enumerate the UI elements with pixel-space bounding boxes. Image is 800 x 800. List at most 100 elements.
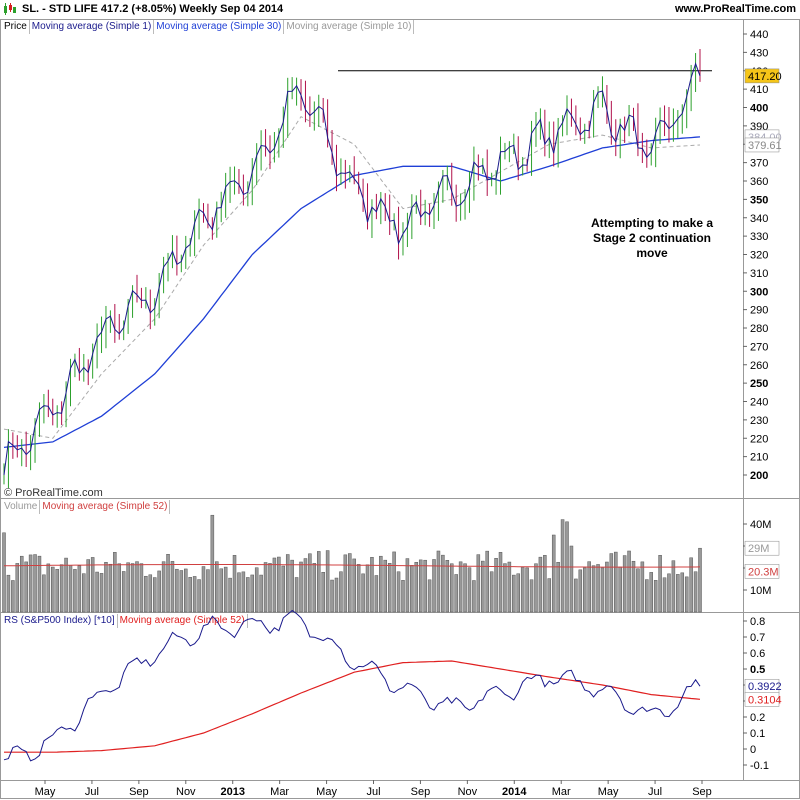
rs-line: [3, 609, 701, 762]
x-tick-label: Jul: [648, 786, 662, 798]
volume-bar: [19, 555, 24, 613]
volume-bar: [525, 567, 529, 613]
volume-bar: [90, 557, 95, 613]
volume-bar: [689, 557, 693, 613]
volume-bar: [507, 561, 512, 613]
volume-bar: [529, 579, 534, 613]
volume-bar: [86, 559, 90, 613]
price-tick-label: 300: [750, 286, 768, 298]
volume-bar: [157, 570, 161, 613]
volume-bar: [254, 567, 259, 613]
legend-rs-ma[interactable]: Moving average (Simple 52): [118, 614, 248, 628]
price-tick-label: 420: [750, 66, 768, 78]
legend-rs[interactable]: RS (S&P500 Index) [*10]: [2, 614, 118, 628]
volume-bar: [365, 564, 370, 613]
volume-bar: [144, 575, 148, 613]
volume-bar: [379, 555, 383, 613]
volume-bar: [210, 514, 215, 613]
ma30-badge-bg: [744, 129, 780, 145]
volume-bar: [361, 573, 365, 613]
volume-bar: [543, 555, 547, 613]
rs-tick-label: -0.1: [750, 760, 769, 772]
volume-bar: [321, 571, 325, 613]
volume-bar: [698, 547, 702, 613]
volume-bar: [303, 558, 308, 613]
annotation-text: move: [636, 246, 668, 260]
price-badge-bg: [744, 68, 780, 84]
volume-bar: [237, 572, 241, 613]
legend-volume-ma[interactable]: Moving average (Simple 52): [40, 500, 171, 514]
volume-bar: [33, 554, 37, 613]
price-tick-label: 250: [750, 378, 768, 390]
volume-bar: [684, 576, 689, 613]
volume-bar: [28, 554, 33, 613]
volume-bar: [175, 568, 179, 613]
price-tick-label: 400: [750, 103, 768, 115]
rs-tick-label: 0.2: [750, 712, 765, 724]
x-tick-label: Jul: [366, 786, 380, 798]
legend-ma1[interactable]: Moving average (Simple 1): [30, 20, 155, 34]
volume-ma-line: [4, 564, 701, 568]
price-tick-label: 320: [750, 250, 768, 262]
volume-bar: [569, 545, 574, 613]
volume-bar: [330, 579, 334, 613]
volume-bar: [135, 561, 139, 613]
volume-bar: [37, 555, 42, 613]
price-tick-label: 240: [750, 397, 768, 409]
rs-ma-badge: 0.3104: [748, 694, 782, 706]
volume-bar: [148, 574, 153, 613]
volume-bar: [653, 580, 658, 613]
volume-bar: [370, 557, 374, 613]
volume-bar: [609, 553, 614, 613]
rs-tick-label: 0.1: [750, 728, 765, 740]
volume-bar: [130, 563, 135, 613]
volume-bar: [15, 563, 20, 613]
volume-legend: Volume Moving average (Simple 52): [2, 500, 171, 514]
volume-bar: [463, 563, 467, 613]
legend-ma10[interactable]: Moving average (Simple 10): [284, 20, 415, 34]
volume-bar: [268, 563, 272, 613]
x-tick-label: May: [35, 786, 56, 798]
volume-bar: [259, 574, 263, 613]
volume-bar: [481, 560, 485, 613]
rs-ma-line: [4, 660, 701, 753]
rs-tick-label: 0.8: [750, 616, 765, 628]
rs-tick-label: 0: [750, 744, 756, 756]
legend-price[interactable]: Price: [2, 20, 30, 34]
volume-bar: [418, 559, 423, 613]
volume-bar: [2, 532, 6, 613]
volume-bar: [192, 576, 197, 613]
volume-bar: [631, 560, 636, 613]
volume-bar: [246, 577, 250, 613]
volume-bar: [587, 561, 591, 613]
legend-ma30[interactable]: Moving average (Simple 30): [154, 20, 285, 34]
price-tick-label: 200: [750, 470, 768, 482]
volume-bar: [600, 567, 605, 613]
x-tick-label: Mar: [552, 786, 571, 798]
volume-bar: [51, 566, 55, 613]
x-tick-label: Sep: [411, 786, 431, 798]
legend-volume[interactable]: Volume: [2, 500, 41, 514]
volume-bar: [454, 574, 458, 613]
volume-bar: [82, 573, 86, 613]
volume-bar: [485, 550, 489, 613]
volume-bar: [117, 563, 122, 613]
volume-bar: [410, 565, 414, 613]
ma10-line: [3, 116, 701, 439]
volume-bar: [121, 571, 126, 613]
volume-bar: [277, 556, 281, 613]
volume-bar: [627, 550, 631, 613]
rs-tick-label: 0.7: [750, 632, 765, 644]
x-tick-label: Jul: [85, 786, 99, 798]
site-url[interactable]: www.ProRealTime.com: [674, 3, 796, 15]
volume-bar: [498, 552, 503, 613]
price-tick-label: 210: [750, 452, 768, 464]
volume-bar: [68, 565, 73, 613]
volume-bar: [339, 571, 343, 613]
volume-tick-label: 40M: [750, 519, 771, 531]
volume-bar: [582, 567, 587, 613]
volume-bar: [290, 559, 294, 613]
price-badge: 417.20: [748, 71, 782, 83]
volume-bar: [591, 565, 596, 613]
